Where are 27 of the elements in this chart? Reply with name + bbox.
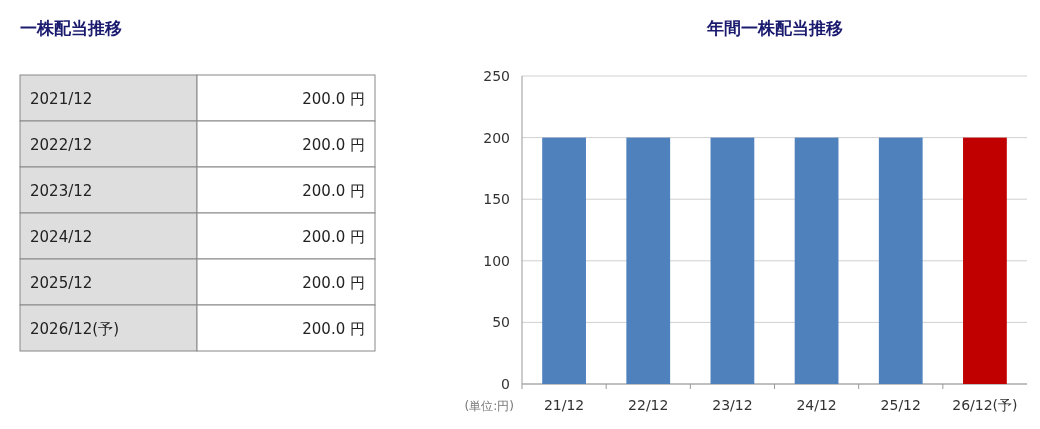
text: 2025/12	[30, 274, 93, 292]
text: 2021/12	[30, 90, 93, 108]
text: 200.0 円	[302, 90, 365, 108]
text: 一株配当推移	[20, 18, 122, 38]
y-tick-label: 50	[492, 314, 510, 331]
text: 2023/12	[30, 182, 93, 200]
y-tick-label: 200	[483, 129, 510, 146]
text: 200.0 円	[302, 136, 365, 154]
x-tick-label: 24/12	[796, 397, 837, 413]
x-tick-label: 21/12	[543, 397, 585, 413]
x-tick-label: 22/12	[628, 397, 669, 413]
text: 2026/12(予)	[30, 320, 120, 338]
y-tick-label: 100	[483, 252, 510, 269]
y-tick-label: 150	[483, 191, 510, 208]
y-tick-label: 250	[483, 68, 510, 84]
x-tick-label: 25/12	[880, 397, 921, 413]
text: 200.0 円	[302, 228, 365, 246]
text: 200.0 円	[302, 320, 365, 338]
x-tick-label: 23/12	[712, 397, 753, 413]
text: 2022/12	[30, 136, 93, 154]
text: 200.0 円	[302, 182, 365, 200]
y-tick-label: 0	[501, 376, 510, 392]
text: (単位:円)	[464, 399, 514, 413]
x-tick-label: 26/12(予)	[952, 397, 1018, 413]
chart-title: 年間一株配当推移	[705, 18, 843, 38]
text: 200.0 円	[302, 274, 365, 292]
text: 2024/12	[30, 228, 93, 246]
